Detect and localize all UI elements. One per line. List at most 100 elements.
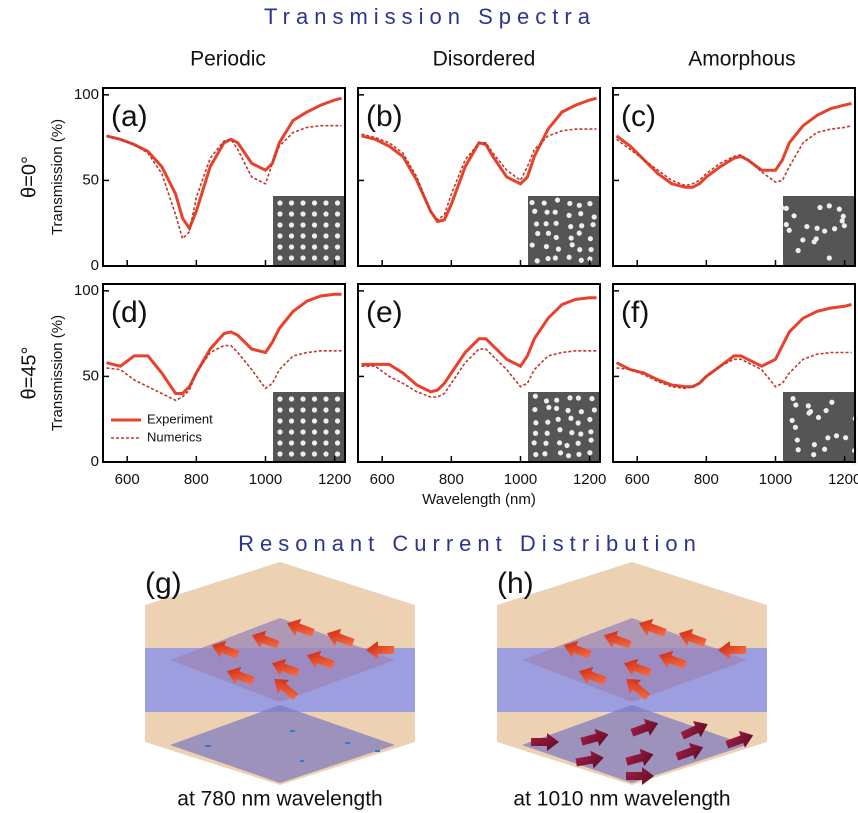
particle [817,204,823,211]
y-tick-label: 50 [82,367,99,384]
particle [311,440,318,446]
bottom-plane [170,705,395,783]
experiment-line [615,303,852,389]
particle [323,244,329,250]
particle [288,429,295,435]
particle [334,407,341,413]
panel: (c) [612,87,856,267]
particle [543,440,549,446]
particle [826,255,832,261]
panel: (b) [357,87,601,267]
particle [811,452,817,458]
particle [532,430,539,436]
particle [277,407,283,413]
particle [544,430,550,436]
particle [783,205,789,211]
panel-label: (e) [366,296,403,329]
particle [800,237,806,243]
particle [545,230,552,236]
row-label: θ=0° [18,156,40,198]
particle [794,437,800,443]
figure-title: Transmission Spectra [264,4,596,29]
particle [323,222,329,228]
numerics-line [616,124,852,187]
particle [786,227,792,233]
y-tick-label: 100 [74,86,99,103]
experiment-line [361,96,597,224]
x-tick-label: 1000 [249,471,282,488]
particle [277,200,283,206]
particle [288,255,295,261]
particle [543,398,550,404]
particle [288,200,295,206]
particle [277,418,283,424]
particle [568,235,574,241]
particle [288,407,295,413]
particle [566,254,572,260]
particle [564,442,570,449]
particle [531,440,537,446]
particle [300,396,306,402]
particle [587,236,593,242]
particle [311,233,318,239]
particle [588,246,594,253]
particle [300,233,306,239]
particle [779,205,785,211]
numerics-line [361,348,597,398]
particle [311,407,318,413]
particle [557,450,564,456]
particle [553,405,560,412]
particle [300,211,306,217]
particle [532,406,538,413]
particle [334,244,341,250]
weak-arrows [205,730,380,762]
particle [334,211,341,217]
particle [833,433,840,439]
particle [323,418,329,424]
particle [568,224,574,230]
particle [311,396,318,402]
y-tick-label: 100 [74,282,99,299]
panel-label: (b) [366,100,403,133]
particle [807,408,814,415]
particle [553,234,559,241]
column-title: Periodic [190,48,266,71]
y-tick-label: 0 [91,453,99,470]
particle [542,451,548,457]
particle [575,395,582,401]
particle [546,404,552,411]
particle [323,255,329,261]
particle [323,200,329,206]
inset [528,196,600,266]
particle [543,221,549,227]
particle [795,447,801,453]
particle [588,429,594,435]
particle [578,211,584,217]
y-axis-label: Transmission (%) [49,119,66,235]
caption: at 1010 nm wavelength [513,788,730,811]
particle [790,395,796,402]
particle [334,418,341,424]
particle [569,430,575,436]
particle [277,255,283,261]
particle [569,242,575,248]
particle [804,223,810,230]
particle [277,396,283,402]
particle [300,255,306,261]
particle [589,396,595,402]
particle [311,222,318,228]
particle [529,199,535,206]
particle [791,213,797,219]
x-tick-label: 1200 [828,471,858,488]
particle [587,201,593,207]
particle [533,420,539,426]
particle [579,223,585,229]
particle [841,223,847,229]
plot-frame [357,87,601,267]
particle [323,233,329,239]
plot-frame [102,283,346,463]
experiment-line [106,96,342,232]
particle [311,255,318,261]
particle [288,418,295,424]
